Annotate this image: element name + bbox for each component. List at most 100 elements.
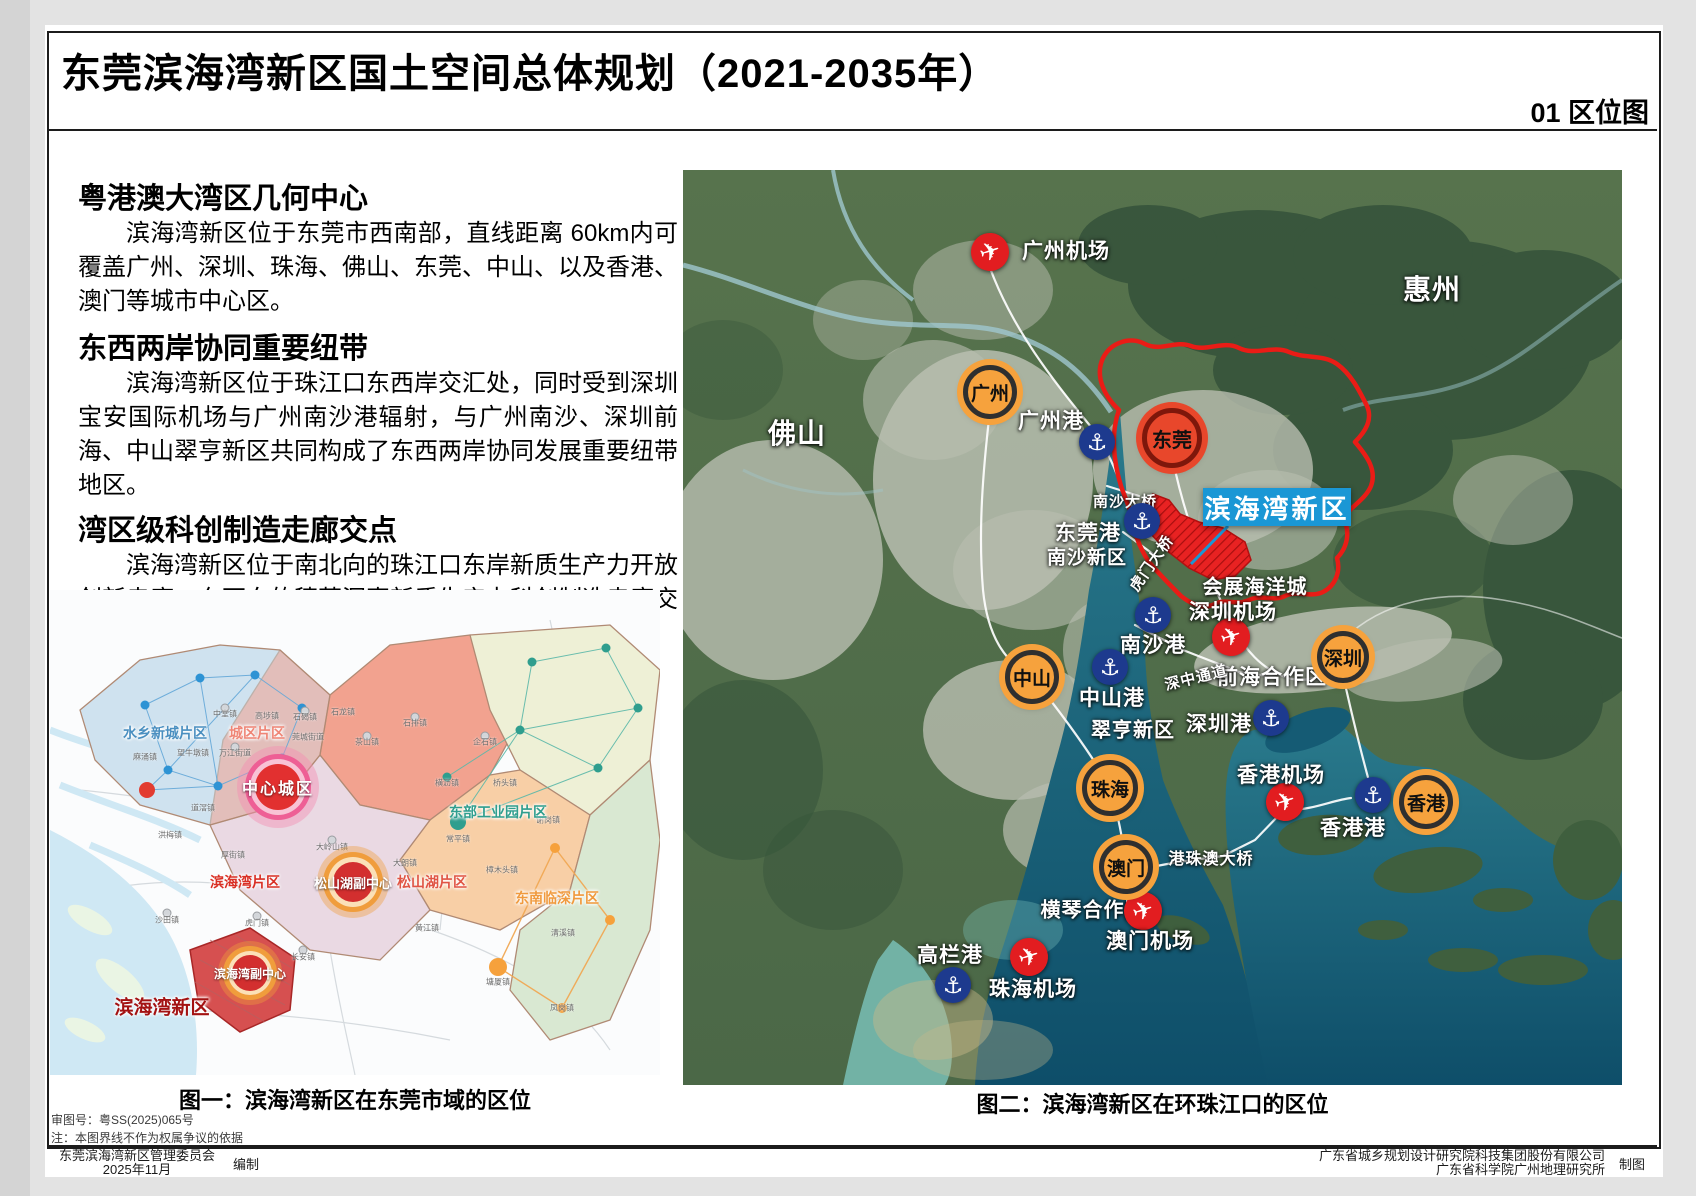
town-label: 谢岗镇 bbox=[536, 815, 560, 825]
map1-caption: 图一：滨海湾新区在东莞市域的区位 bbox=[178, 1088, 531, 1113]
fineprint-boundary-note: 注：本图界线不作为权属争议的依据 bbox=[51, 1131, 244, 1145]
anchor-icon: ⚓ bbox=[1253, 700, 1289, 736]
airport-label: 澳门机场 bbox=[1106, 930, 1194, 953]
port-label: 高栏港 bbox=[917, 944, 983, 967]
district-label: 东部工业园片区 bbox=[449, 804, 547, 820]
town-label: 长安镇 bbox=[291, 952, 315, 962]
airport-label: 香港机场 bbox=[1237, 764, 1325, 787]
footer-left-date: 2025年11月 bbox=[102, 1162, 172, 1177]
anchor-icon: ⚓ bbox=[1124, 503, 1160, 539]
page-title: 东莞滨海湾新区国土空间总体规划（2021-2035年） bbox=[61, 52, 1000, 96]
footer-left-org: 东莞滨海湾新区管理委员会 bbox=[59, 1148, 216, 1163]
district-label: 水乡新城片区 bbox=[123, 725, 207, 741]
district-label: 东南临深片区 bbox=[515, 890, 599, 906]
town-label: 望牛墩镇 bbox=[177, 748, 209, 758]
map-label: 前海合作区 bbox=[1217, 666, 1327, 689]
airport-label: 珠海机场 bbox=[989, 978, 1077, 1001]
town-label: 樟木头镇 bbox=[486, 865, 518, 875]
map1-dongguan-districts: 麻涌镇 中堂镇 高埗镇 石碣镇 石龙镇石排镇企石镇桥头镇 茶山镇横沥镇常平镇 谢岗镇 莞城街道… bbox=[50, 590, 660, 1075]
map1-overlay: 麻涌镇 中堂镇 高埗镇 石碣镇 石龙镇石排镇企石镇桥头镇 茶山镇横沥镇常平镇 谢岗镇 莞城街道… bbox=[50, 590, 660, 1075]
map-label: 佛山 bbox=[767, 418, 827, 449]
airport-label: 深圳机场 bbox=[1189, 601, 1277, 624]
town-label: 塘厦镇 bbox=[486, 977, 510, 987]
town-label: 茶山镇 bbox=[355, 737, 379, 747]
map-label: 横琴合作区 bbox=[1040, 899, 1146, 922]
town-label: 虎门镇 bbox=[245, 918, 269, 928]
town-label: 桥头镇 bbox=[493, 778, 517, 788]
port-label: 香港港 bbox=[1320, 817, 1386, 840]
footer-right: 广东省城乡规划设计研究院科技集团股份有限公司 广东省科学院广州地理研究所 制图 bbox=[1319, 1149, 1645, 1177]
anchor-icon: ⚓ bbox=[935, 967, 971, 1003]
footer-right-role: 制图 bbox=[1618, 1156, 1645, 1172]
town-label: 石龙镇 bbox=[331, 707, 355, 717]
anchor-icon: ⚓ bbox=[1079, 424, 1115, 460]
map2-pearl-river-delta: 佛山 惠州 前海合作区 翠亨新区 会展海洋城 横琴合作区 南沙新区 南沙大桥 虎门大桥 深中通道港… bbox=[683, 170, 1622, 1085]
town-label: 万江街道 bbox=[219, 748, 251, 758]
city-marker: 东莞 bbox=[1142, 408, 1202, 468]
footer-left-role: 编制 bbox=[233, 1156, 260, 1172]
anchor-icon: ⚓ bbox=[1135, 597, 1171, 633]
section-body-2: 滨海湾新区位于珠江口东西岸交汇处，同时受到深圳宝安国际机场与广州南沙港辐射，与广… bbox=[78, 370, 678, 499]
map-label: 惠州 bbox=[1402, 274, 1462, 305]
footer-right-org2: 广东省科学院广州地理研究所 bbox=[1435, 1162, 1605, 1177]
town-label: 高埗镇 bbox=[255, 711, 279, 721]
poster-page: 东莞滨海湾新区国土空间总体规划（2021-2035年） 01 区位图 粤港澳大湾… bbox=[45, 25, 1663, 1177]
anchor-icon: ⚓ bbox=[1092, 649, 1128, 685]
port-label: 南沙港 bbox=[1120, 634, 1186, 657]
center-marker: 滨海湾副中心 bbox=[214, 955, 286, 991]
port-label: 深圳港 bbox=[1186, 713, 1252, 736]
port-label: 中山港 bbox=[1079, 687, 1145, 710]
town-label: 企石镇 bbox=[473, 737, 497, 747]
section-heading-3: 湾区级科创制造走廊交点 bbox=[78, 515, 398, 547]
port-label: 广州港 bbox=[1018, 410, 1084, 433]
district-label: 滨海湾新区 bbox=[114, 997, 210, 1019]
airport-label: 广州机场 bbox=[1022, 240, 1110, 263]
section-body-1: 滨海湾新区位于东莞市西南部，直线距离 60km内可覆盖广州、深圳、珠海、佛山、东… bbox=[78, 220, 678, 315]
city-marker: 澳门 bbox=[1099, 840, 1153, 894]
header-divider bbox=[47, 129, 1657, 131]
town-label: 沙田镇 bbox=[155, 915, 179, 925]
city-marker: 珠海 bbox=[1082, 760, 1138, 816]
airplane-icon: ✈ bbox=[966, 228, 1014, 276]
town-label: 中堂镇 bbox=[213, 709, 237, 719]
map2-overlay: 佛山 惠州 前海合作区 翠亨新区 会展海洋城 横琴合作区 南沙新区 南沙大桥 虎门大桥 深中通道港… bbox=[683, 170, 1622, 1085]
town-label: 黄江镇 bbox=[415, 923, 439, 933]
town-label: 麻涌镇 bbox=[133, 752, 157, 762]
town-label: 道滘镇 bbox=[191, 803, 215, 813]
town-label: 石排镇 bbox=[403, 718, 427, 728]
town-label: 常平镇 bbox=[446, 834, 470, 844]
town-label: 凤岗镇 bbox=[550, 1003, 574, 1013]
port-label: 东莞港 bbox=[1055, 522, 1121, 545]
map-label: 港珠澳大桥 bbox=[1168, 851, 1254, 868]
district-label: 滨海湾片区 bbox=[210, 874, 280, 890]
anchor-icon: ⚓ bbox=[1355, 777, 1391, 813]
town-label: 莞城街道 bbox=[292, 732, 324, 742]
town-label: 横沥镇 bbox=[435, 778, 459, 788]
map2-terrain-svg bbox=[683, 170, 1622, 1085]
footer-left: 东莞滨海湾新区管理委员会 2025年11月 编制 bbox=[59, 1149, 259, 1177]
map-label: 虎门大桥 bbox=[1126, 532, 1178, 595]
fineprint-approval-number: 审图号：粤SS(2025)065号 bbox=[51, 1113, 194, 1127]
town-label: 清溪镇 bbox=[551, 928, 575, 938]
city-marker: 中山 bbox=[1005, 650, 1059, 704]
town-label: 洪梅镇 bbox=[158, 830, 182, 840]
district-label: 松山湖片区 bbox=[397, 874, 467, 890]
map-label: 南沙新区 bbox=[1046, 547, 1128, 569]
city-marker: 广州 bbox=[963, 365, 1017, 419]
town-label: 石碣镇 bbox=[293, 712, 317, 722]
center-marker: 中心城区 bbox=[242, 764, 312, 810]
city-marker: 深圳 bbox=[1317, 631, 1369, 683]
map-label: 会展海洋城 bbox=[1202, 576, 1308, 599]
map-label: 翠亨新区 bbox=[1091, 719, 1175, 742]
city-marker: 香港 bbox=[1399, 775, 1453, 829]
footer: 东莞滨海湾新区管理委员会 2025年11月 编制 广东省城乡规划设计研究院科技集… bbox=[47, 1149, 1657, 1177]
section-heading-1: 粤港澳大湾区几何中心 bbox=[78, 183, 369, 215]
town-label: 大朗镇 bbox=[393, 858, 417, 868]
map1-terrain-svg bbox=[50, 590, 660, 1075]
town-label: 大岭山镇 bbox=[316, 842, 348, 852]
footer-divider bbox=[47, 1145, 1657, 1147]
center-marker: 松山湖副中心 bbox=[314, 862, 392, 902]
section-number-tag: 01 区位图 bbox=[1530, 98, 1649, 128]
town-label: 厚街镇 bbox=[221, 850, 245, 860]
district-label: 城区片区 bbox=[229, 725, 285, 741]
